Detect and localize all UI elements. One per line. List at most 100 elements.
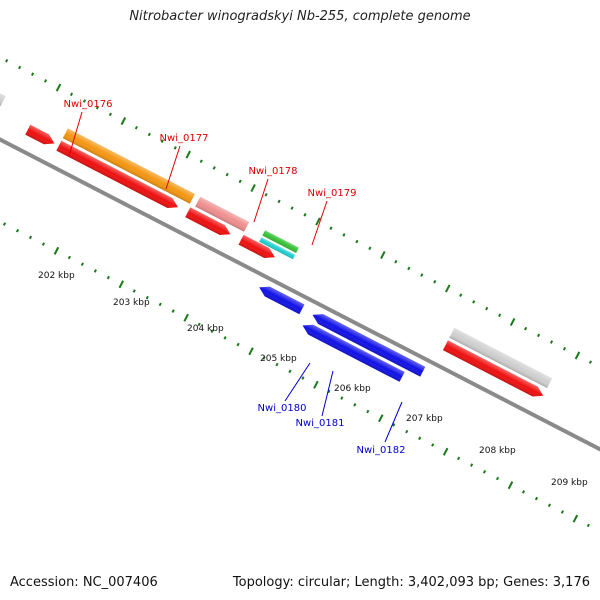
kbp-label: 205 kbp [260, 354, 297, 364]
major-tick [572, 514, 579, 523]
minor-tick [482, 469, 487, 474]
minor-tick [80, 262, 84, 266]
minor-tick [560, 510, 564, 514]
minor-tick [457, 456, 461, 461]
major-tick [120, 117, 127, 126]
gene-label-leader [253, 178, 269, 223]
major-tick [183, 313, 189, 322]
minor-tick [329, 226, 333, 231]
gene-label-leader [68, 111, 83, 157]
minor-tick [524, 326, 528, 331]
gene-label-leader [321, 370, 334, 417]
minor-tick [547, 503, 552, 508]
minor-tick [485, 306, 489, 311]
gene-label-lines [68, 111, 403, 443]
gene-arrow-nwi-0179 [238, 234, 275, 258]
major-tick [313, 380, 319, 389]
minor-tick [158, 302, 162, 307]
major-tick [53, 246, 60, 255]
minor-tick [43, 79, 48, 83]
major-tick [378, 414, 384, 423]
minor-tick [238, 179, 242, 184]
minor-tick [394, 259, 398, 264]
minor-tick [534, 496, 539, 501]
minor-tick [82, 99, 87, 103]
minor-tick [41, 242, 46, 246]
kbp-label: 202 kbp [38, 271, 75, 281]
minor-tick [2, 222, 7, 226]
minor-tick [472, 300, 476, 304]
gene-label: Nwi_0179 [308, 188, 357, 199]
major-tick [445, 284, 451, 293]
gene-label-leader [311, 200, 328, 246]
gene-label-leader [165, 145, 181, 190]
minor-tick [5, 59, 9, 63]
gene-arrow-plus [449, 327, 553, 389]
minor-tick [588, 360, 593, 364]
major-tick [442, 447, 449, 456]
major-tick [248, 347, 254, 356]
gene-features [0, 87, 553, 397]
minor-tick [199, 159, 203, 164]
minor-tick [342, 233, 346, 237]
minor-tick [93, 269, 97, 273]
minor-tick [405, 429, 409, 434]
gene-label-leader [384, 401, 403, 443]
kbp-label: 207 kbp [406, 414, 443, 424]
minor-tick [197, 322, 201, 327]
gene-label: Nwi_0182 [357, 445, 406, 456]
minor-tick [275, 362, 279, 367]
gene-label: Nwi_0181 [296, 418, 345, 429]
minor-tick [327, 389, 331, 394]
gene-arrow-nwi-0179 [259, 237, 296, 260]
tick-rows [2, 59, 600, 534]
gene-label-leader [284, 362, 311, 402]
gene-label: Nwi_0178 [249, 166, 298, 177]
kbp-label: 209 kbp [551, 478, 588, 488]
gene-arrow-nwi-0178 [195, 196, 250, 232]
minor-tick [95, 105, 100, 110]
minor-tick [392, 423, 396, 427]
minor-tick [549, 340, 554, 344]
genome-backbone [0, 110, 600, 481]
kbp-label: 203 kbp [113, 298, 150, 308]
minor-tick [498, 313, 502, 318]
minor-tick [368, 246, 372, 251]
minor-tick [562, 346, 567, 351]
gene-arrow-nwi-0178 [185, 207, 231, 236]
minor-tick [277, 199, 281, 204]
minor-tick [134, 125, 138, 130]
gene-labels: Nwi_0176 Nwi_0177 Nwi_0178 Nwi_0179 Nwi_0180… [64, 99, 406, 456]
minor-tick [132, 289, 136, 293]
gene-arrow-plus [0, 87, 6, 107]
gene-arrow-nwi-0180 [259, 286, 305, 315]
minor-tick [173, 146, 177, 150]
minor-tick [262, 356, 266, 360]
gene-arrow-nwi-0177 [56, 140, 178, 208]
minor-tick [160, 139, 164, 143]
minor-tick [67, 255, 71, 260]
minor-tick [431, 443, 435, 447]
minor-tick [18, 65, 22, 70]
summary-text: Topology: circular; Length: 3,402,093 bp… [232, 575, 590, 590]
minor-tick [340, 396, 344, 400]
kbp-label: 208 kbp [479, 446, 516, 456]
minor-tick [28, 235, 33, 240]
minor-tick [521, 490, 526, 494]
gene-label: Nwi_0180 [258, 403, 307, 414]
minor-tick [31, 72, 35, 76]
minor-tick [171, 309, 175, 313]
minor-tick [106, 275, 110, 280]
major-tick [185, 150, 191, 159]
minor-tick [433, 279, 437, 284]
minor-tick [407, 266, 411, 271]
minor-tick [366, 409, 370, 414]
gene-arrow-nwi-0181 [312, 314, 426, 377]
minor-tick [210, 329, 214, 333]
minor-tick [225, 172, 229, 177]
gene-label: Nwi_0176 [64, 99, 113, 110]
minor-tick [459, 293, 463, 297]
minor-tick [223, 336, 227, 340]
minor-tick [290, 206, 294, 210]
